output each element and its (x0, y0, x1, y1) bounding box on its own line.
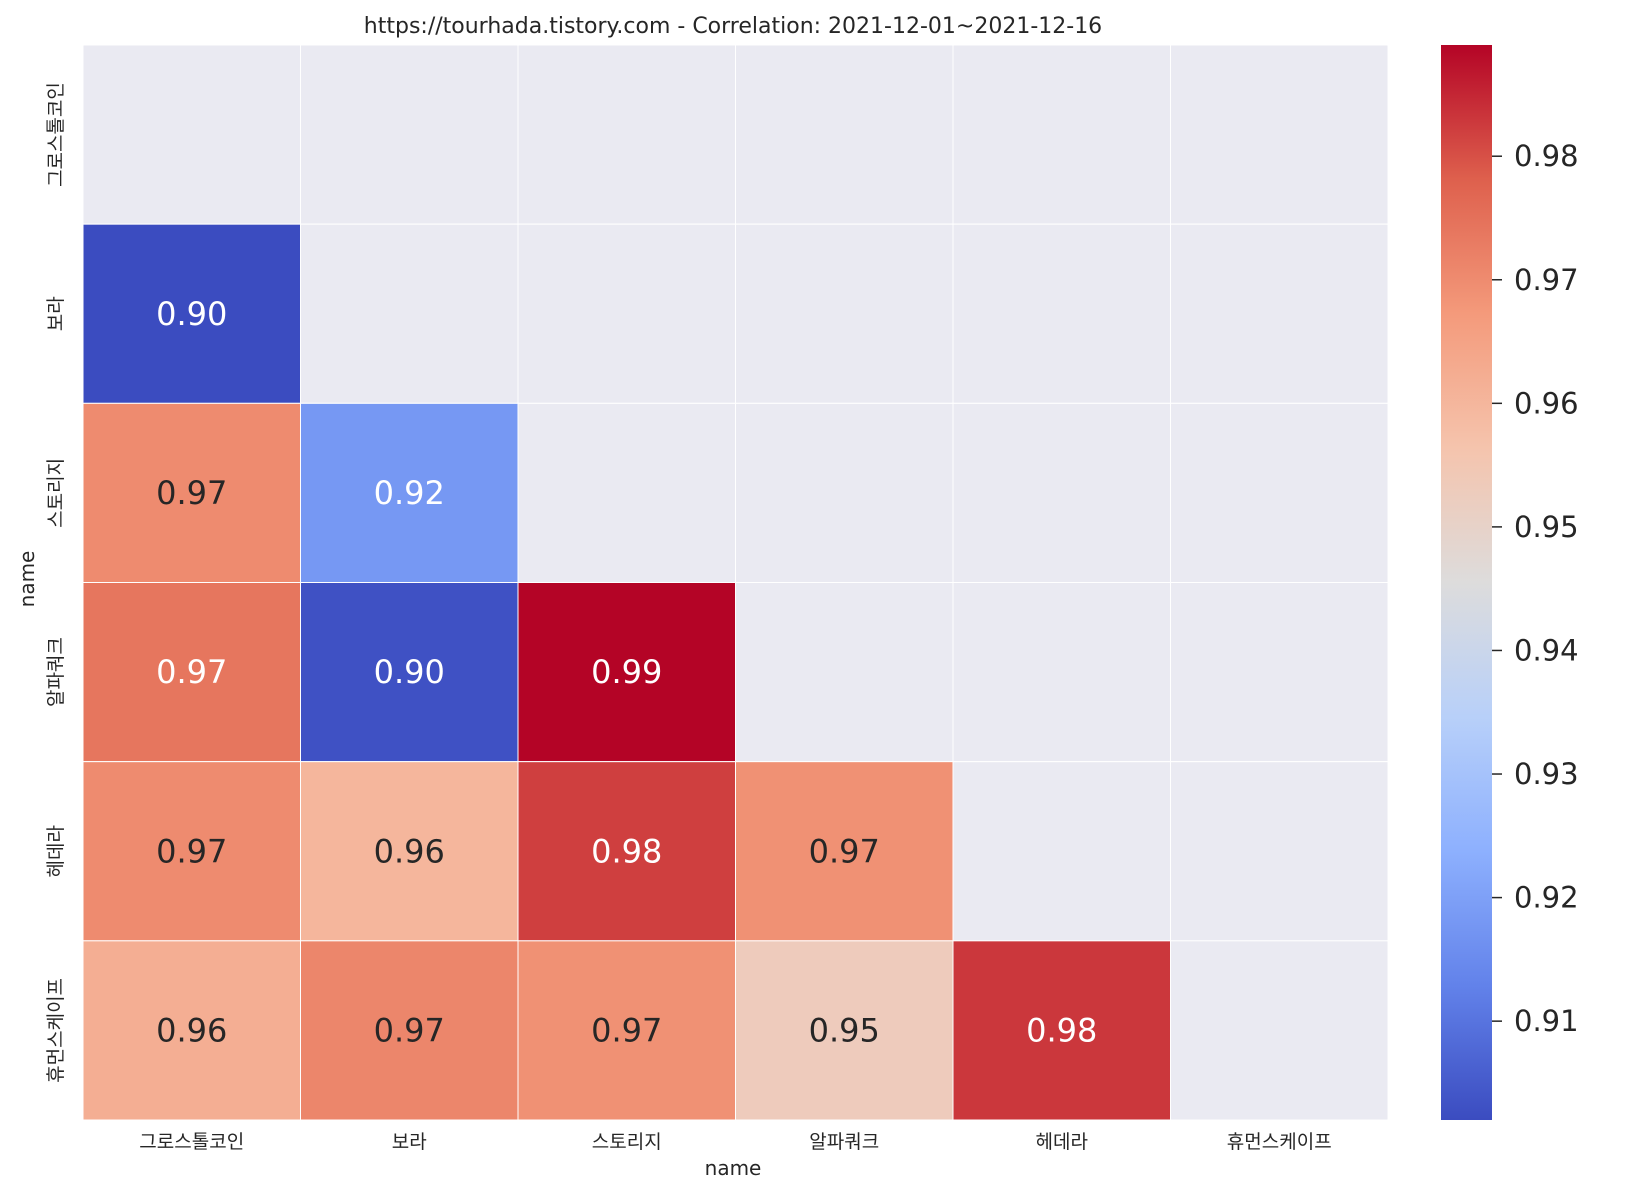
heatmap-cells (82, 44, 1389, 1121)
cell-value-label: 0.90 (156, 295, 227, 333)
chart-title: https://tourhada.tistory.com - Correlati… (364, 14, 1102, 39)
heatmap-cell (952, 940, 1171, 1121)
x-tick-label: 그로스톨코인 (139, 1131, 244, 1153)
masked-cell (1170, 402, 1389, 584)
heatmap-cell (82, 761, 301, 942)
heatmap-cell (82, 402, 301, 584)
masked-cell (1170, 44, 1389, 225)
cell-value-label: 0.96 (374, 832, 445, 870)
heatmap-annotations: 0.90 0.97 0.92 0.97 0.90 0.99 0.97 0.96 0.98 0.97… (156, 295, 1097, 1050)
cell-value-label: 0.97 (374, 1011, 445, 1049)
masked-cell (952, 223, 1171, 404)
masked-cell (1170, 761, 1389, 942)
y-tick-label: 스토리지 (45, 458, 67, 528)
masked-cell (952, 761, 1171, 942)
y-tick-label: 보라 (45, 296, 67, 331)
masked-cell (735, 44, 954, 225)
y-tick-label: 휴먼스케이프 (45, 978, 67, 1083)
colorbar-gradient (1441, 45, 1492, 1120)
heatmap-cell (300, 940, 519, 1121)
heatmap-cell (735, 940, 954, 1121)
y-tick-label: 헤데라 (45, 825, 67, 877)
cell-value-label: 0.96 (156, 1011, 227, 1049)
masked-cell (952, 402, 1171, 584)
masked-cell (517, 402, 736, 584)
colorbar-tick-label: 0.95 (1514, 510, 1579, 544)
colorbar-tick-label: 0.96 (1514, 386, 1579, 420)
masked-cell (1170, 223, 1389, 404)
cell-value-label: 0.97 (156, 653, 227, 691)
cell-value-label: 0.97 (156, 832, 227, 870)
masked-cell (1170, 940, 1389, 1121)
heatmap-cell (82, 223, 301, 404)
colorbar: 0.91 0.92 0.93 0.94 0.95 0.96 0.97 0.98 (1441, 45, 1579, 1120)
masked-cell (952, 44, 1171, 225)
heatmap-cell (517, 940, 736, 1121)
masked-cell (300, 44, 519, 225)
heatmap-cell (300, 582, 519, 763)
y-axis-label: name (15, 551, 39, 608)
x-axis-tick-labels: 그로스톨코인 보라 스토리지 알파쿼크 헤데라 휴먼스케이프 (139, 1131, 1331, 1153)
heatmap-cell (735, 761, 954, 942)
x-axis-label: name (705, 1156, 762, 1180)
masked-cell (517, 44, 736, 225)
heatmap-cell (82, 582, 301, 763)
colorbar-tick-label: 0.97 (1514, 263, 1579, 297)
cell-value-label: 0.98 (1026, 1011, 1097, 1049)
colorbar-tick-label: 0.98 (1514, 139, 1579, 173)
y-tick-label: 알파쿼크 (45, 637, 67, 707)
masked-cell (82, 44, 301, 225)
colorbar-tick-label: 0.94 (1514, 633, 1579, 667)
cell-value-label: 0.97 (591, 1011, 662, 1049)
cell-value-label: 0.99 (591, 653, 662, 691)
colorbar-tick-label: 0.91 (1514, 1004, 1579, 1038)
cell-value-label: 0.92 (374, 474, 445, 512)
x-tick-label: 보라 (392, 1131, 427, 1153)
colorbar-tick-label: 0.93 (1514, 757, 1579, 791)
heatmap-cell (300, 761, 519, 942)
masked-cell (952, 582, 1171, 763)
masked-cell (735, 582, 954, 763)
y-tick-label: 그로스톨코인 (45, 82, 67, 187)
masked-cell (300, 223, 519, 404)
masked-cell (735, 223, 954, 404)
cell-value-label: 0.98 (591, 832, 662, 870)
cell-value-label: 0.95 (809, 1011, 880, 1049)
masked-cell (1170, 582, 1389, 763)
masked-cell (517, 223, 736, 404)
colorbar-tick-label: 0.92 (1514, 881, 1579, 915)
heatmap-cell (517, 582, 736, 763)
x-tick-label: 알파쿼크 (809, 1131, 879, 1153)
x-tick-label: 헤데라 (1036, 1131, 1088, 1153)
cell-value-label: 0.97 (156, 474, 227, 512)
heatmap-cell (300, 402, 519, 584)
x-tick-label: 스토리지 (592, 1131, 662, 1153)
cell-value-label: 0.90 (374, 653, 445, 691)
x-tick-label: 휴먼스케이프 (1227, 1131, 1332, 1153)
masked-cell (735, 402, 954, 584)
cell-value-label: 0.97 (809, 832, 880, 870)
